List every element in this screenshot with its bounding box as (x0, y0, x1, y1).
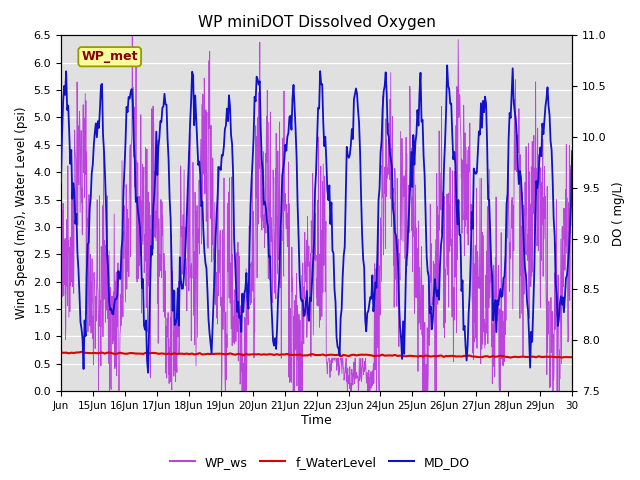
Text: WP_met: WP_met (81, 50, 138, 63)
X-axis label: Time: Time (301, 414, 332, 427)
Title: WP miniDOT Dissolved Oxygen: WP miniDOT Dissolved Oxygen (198, 15, 435, 30)
Y-axis label: DO ( mg/L): DO ( mg/L) (612, 181, 625, 246)
Legend: WP_ws, f_WaterLevel, MD_DO: WP_ws, f_WaterLevel, MD_DO (165, 451, 475, 474)
Y-axis label: Wind Speed (m/s), Water Level (psi): Wind Speed (m/s), Water Level (psi) (15, 107, 28, 320)
